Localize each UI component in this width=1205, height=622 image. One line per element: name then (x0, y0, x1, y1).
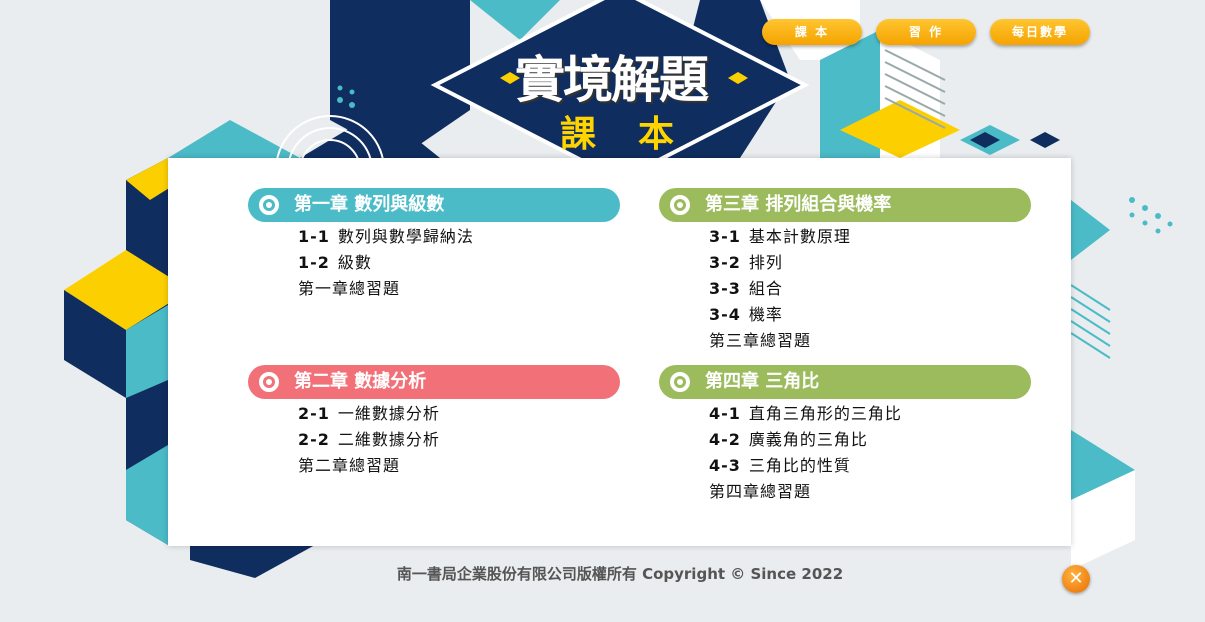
section-number: 3-4 (709, 305, 741, 324)
section-number: 2-2 (298, 430, 330, 449)
section-list: 1-1 數列與數學歸納法 1-2 級數第一章總習題 (248, 222, 620, 302)
chapter-header[interactable]: 第二章 數據分析 (248, 365, 620, 399)
chapter-title: 第一章 數列與級數 (294, 194, 445, 215)
section-number: 4-3 (709, 456, 741, 475)
section-link[interactable]: 3-1 基本計數原理 (709, 224, 1031, 250)
section-link[interactable]: 第二章總習題 (298, 453, 620, 479)
chapter-4: 第四章 三角比 4-1 直角三角形的三角比 4-2 廣義角的三角比 4-3 三角比的性質第四… (659, 365, 1031, 505)
section-link[interactable]: 3-3 組合 (709, 276, 1031, 302)
ring-icon (259, 372, 279, 392)
section-label: 直角三角形的三角比 (748, 404, 902, 423)
section-label: 三角比的性質 (748, 456, 851, 475)
section-label: 二維數據分析 (337, 430, 440, 449)
chapter-1: 第一章 數列與級數 1-1 數列與數學歸納法 1-2 級數第一章總習題 (248, 188, 620, 302)
ring-icon (670, 372, 690, 392)
section-label: 組合 (748, 279, 783, 298)
chapter-title: 第三章 排列組合與機率 (705, 194, 892, 215)
copyright-footer: 南一書局企業股份有限公司版權所有 Copyright © Since 2022 (396, 565, 844, 583)
textbook-button[interactable]: 課 本 (762, 19, 862, 45)
section-link[interactable]: 4-3 三角比的性質 (709, 453, 1031, 479)
logo-subtitle: 課本 (560, 114, 717, 155)
section-number: 3-1 (709, 227, 741, 246)
section-label: 一維數據分析 (337, 404, 440, 423)
chapter-2: 第二章 數據分析 2-1 一維數據分析 2-2 二維數據分析第二章總習題 (248, 365, 620, 479)
section-label: 第二章總習題 (298, 456, 401, 475)
section-label: 數列與數學歸納法 (337, 227, 474, 246)
logo-title: 實境解題 (515, 51, 709, 109)
section-link[interactable]: 第一章總習題 (298, 276, 620, 302)
section-link[interactable]: 第三章總習題 (709, 328, 1031, 354)
section-label: 排列 (748, 253, 783, 272)
section-link[interactable]: 4-2 廣義角的三角比 (709, 427, 1031, 453)
section-label: 級數 (337, 253, 372, 272)
ring-icon (259, 195, 279, 215)
section-number: 1-1 (298, 227, 330, 246)
chapter-3: 第三章 排列組合與機率 3-1 基本計數原理 3-2 排列 3-3 組合 3-4 機率第三章總習… (659, 188, 1031, 354)
chapter-title: 第四章 三角比 (705, 371, 820, 392)
section-label: 第三章總習題 (709, 331, 812, 350)
section-number: 3-3 (709, 279, 741, 298)
section-number: 2-1 (298, 404, 330, 423)
section-link[interactable]: 2-1 一維數據分析 (298, 401, 620, 427)
chapter-header[interactable]: 第三章 排列組合與機率 (659, 188, 1031, 222)
chapter-title: 第二章 數據分析 (294, 371, 427, 392)
section-number: 3-2 (709, 253, 741, 272)
section-link[interactable]: 2-2 二維數據分析 (298, 427, 620, 453)
section-link[interactable]: 3-2 排列 (709, 250, 1031, 276)
section-number: 1-2 (298, 253, 330, 272)
section-number: 4-1 (709, 404, 741, 423)
close-icon[interactable]: ✕ (1062, 565, 1090, 593)
section-label: 第四章總習題 (709, 482, 812, 501)
section-label: 機率 (748, 305, 783, 324)
section-list: 4-1 直角三角形的三角比 4-2 廣義角的三角比 4-3 三角比的性質第四章總習題 (659, 399, 1031, 505)
chapter-header[interactable]: 第四章 三角比 (659, 365, 1031, 399)
section-label: 廣義角的三角比 (748, 430, 868, 449)
section-link[interactable]: 1-2 級數 (298, 250, 620, 276)
section-label: 第一章總習題 (298, 279, 401, 298)
workbook-button[interactable]: 習 作 (876, 19, 976, 45)
section-list: 2-1 一維數據分析 2-2 二維數據分析第二章總習題 (248, 399, 620, 479)
chapter-panel: 第一章 數列與級數 1-1 數列與數學歸納法 1-2 級數第一章總習題第二章 數據分析 2… (168, 158, 1071, 546)
section-link[interactable]: 4-1 直角三角形的三角比 (709, 401, 1031, 427)
ring-icon (670, 195, 690, 215)
chapter-header[interactable]: 第一章 數列與級數 (248, 188, 620, 222)
section-list: 3-1 基本計數原理 3-2 排列 3-3 組合 3-4 機率第三章總習題 (659, 222, 1031, 354)
section-number: 4-2 (709, 430, 741, 449)
section-label: 基本計數原理 (748, 227, 851, 246)
section-link[interactable]: 1-1 數列與數學歸納法 (298, 224, 620, 250)
daily-math-button[interactable]: 每日數學 (990, 19, 1090, 45)
section-link[interactable]: 3-4 機率 (709, 302, 1031, 328)
section-link[interactable]: 第四章總習題 (709, 479, 1031, 505)
